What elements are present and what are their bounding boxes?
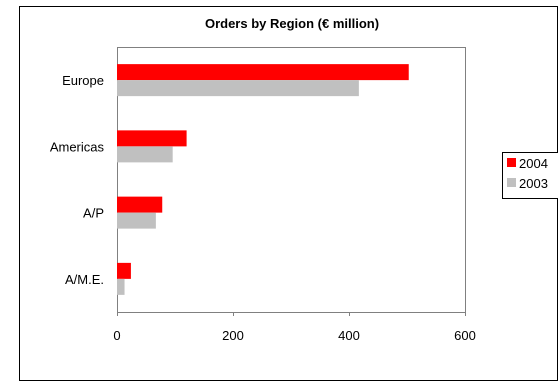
x-tick-label: 400 [338,328,360,343]
bar-2003-europe [117,80,359,97]
category-label: Europe [62,73,104,88]
chart-title: Orders by Region (€ million) [205,16,379,31]
legend-swatch-2003 [507,178,516,187]
bar-2003-a-p [117,212,156,229]
x-axis: 0 200 400 600 [113,312,476,343]
bar-2003-americas [117,146,173,163]
bars [117,64,409,295]
category-label: A/M.E. [65,272,104,287]
category-label: A/P [83,206,104,221]
x-tick-label: 0 [113,328,120,343]
legend-label-2004: 2004 [519,156,548,171]
legend-swatch-2004 [507,158,516,167]
category-label: Americas [50,139,105,154]
legend-label-2003: 2003 [519,176,548,191]
bar-2004-a-m-e- [117,262,131,279]
bar-2004-americas [117,130,187,147]
bar-2003-a-m-e- [117,278,125,295]
x-tick-label: 600 [454,328,476,343]
bar-2004-europe [117,64,409,81]
bar-2004-a-p [117,196,163,213]
legend: 2004 2003 [507,156,548,191]
category-labels: Europe Americas A/P A/M.E. [50,73,105,287]
x-tick-label: 200 [222,328,244,343]
